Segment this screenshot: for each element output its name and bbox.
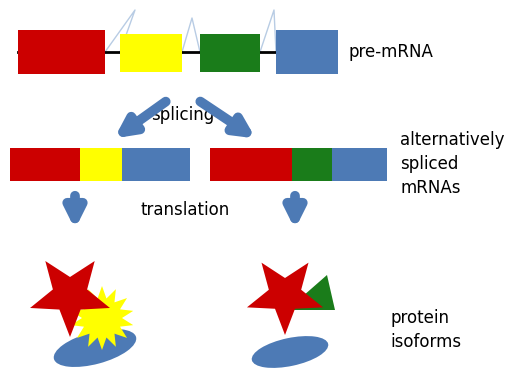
Bar [120,34,182,72]
Text: translation: translation [140,201,229,219]
Bar [80,148,122,181]
Polygon shape [71,286,133,350]
Bar [18,30,105,74]
Bar [276,30,338,74]
Bar [292,148,332,181]
Bar [200,34,260,72]
Polygon shape [30,261,110,337]
Text: pre-mRNA: pre-mRNA [348,43,433,61]
Text: protein
isoforms: protein isoforms [390,309,461,351]
Ellipse shape [54,329,136,367]
Bar [210,148,292,181]
Bar [10,148,80,181]
Bar [122,148,190,181]
Polygon shape [287,275,335,310]
Polygon shape [247,263,323,335]
Bar [332,148,387,181]
Text: splicing: splicing [152,106,215,124]
Ellipse shape [252,336,328,368]
Text: alternatively
spliced
mRNAs: alternatively spliced mRNAs [400,132,505,197]
